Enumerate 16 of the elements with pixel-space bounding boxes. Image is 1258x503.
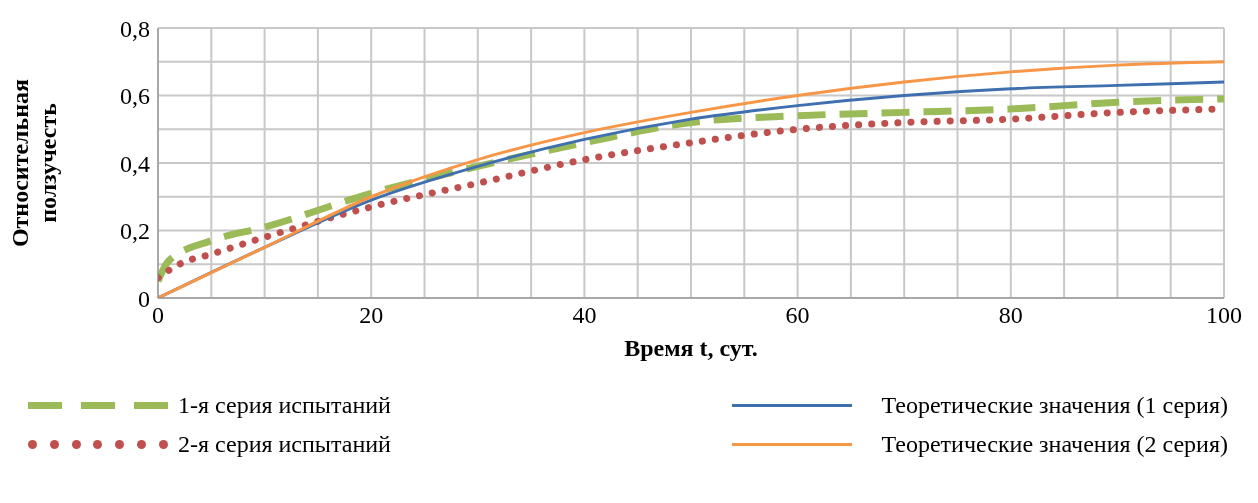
x-tick-label: 100 xyxy=(1206,302,1242,329)
y-tick-label: 0,8 xyxy=(120,15,150,42)
x-tick-label: 20 xyxy=(359,302,384,329)
y-tick-label: 0,2 xyxy=(120,218,150,245)
legend-label: Теоретические значения (2 серия) xyxy=(881,431,1228,458)
legend-label: 2-я серия испытаний xyxy=(178,431,391,458)
x-tick-label: 60 xyxy=(785,302,810,329)
legend-label: 1-я серия испытаний xyxy=(178,392,391,419)
legend-label: Теоретические значения (1 серия) xyxy=(881,392,1228,419)
x-tick-label: 40 xyxy=(572,302,597,329)
y-tick-label: 0,6 xyxy=(120,83,150,110)
y-tick-label: 0 xyxy=(138,285,150,312)
y-axis-title: Относительная ползучесть xyxy=(7,78,61,248)
y-tick-label: 0,4 xyxy=(120,150,150,177)
x-axis-title: Время t, сут. xyxy=(624,335,758,361)
x-tick-label: 80 xyxy=(998,302,1023,329)
